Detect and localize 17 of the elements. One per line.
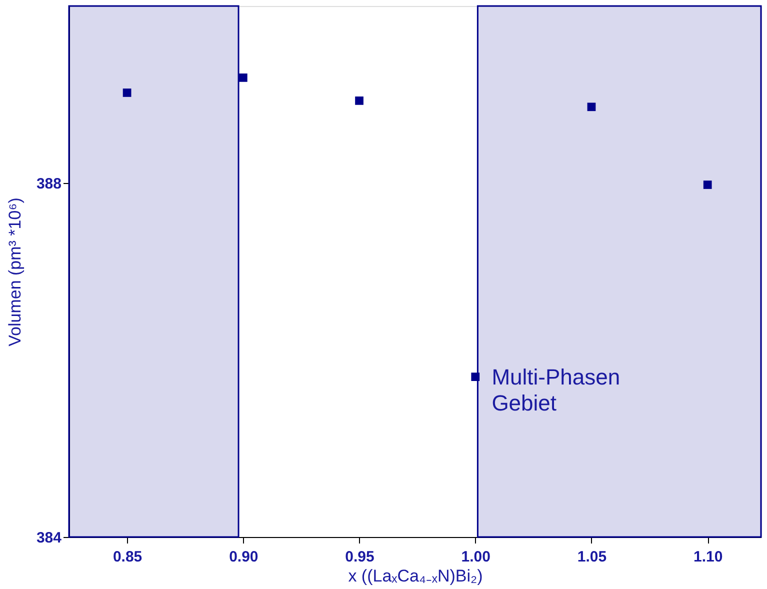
x-tick-label: 1.05	[577, 548, 607, 566]
x-tick-label: 0.90	[229, 548, 258, 566]
x-tick-label: 0.85	[112, 548, 142, 566]
y-axis-title: Volumen (pm³ *10⁶)	[5, 198, 24, 346]
point	[238, 74, 248, 82]
y-tick-label: 384	[36, 530, 62, 546]
point	[703, 180, 712, 189]
x-tick-label: 0.95	[345, 548, 374, 566]
point	[587, 102, 596, 112]
x-tick-label: 1.10	[693, 548, 723, 566]
y-tick-label: 388	[36, 176, 62, 192]
band-label: Multi-Phasen Gebiet	[492, 364, 620, 416]
point	[355, 96, 364, 105]
x-axis-title: x ((LaₓCa₄₋ₓN)Bi₂)	[348, 566, 483, 586]
point	[471, 372, 480, 381]
x-tick-label: 1.00	[461, 548, 490, 566]
point	[122, 88, 132, 97]
